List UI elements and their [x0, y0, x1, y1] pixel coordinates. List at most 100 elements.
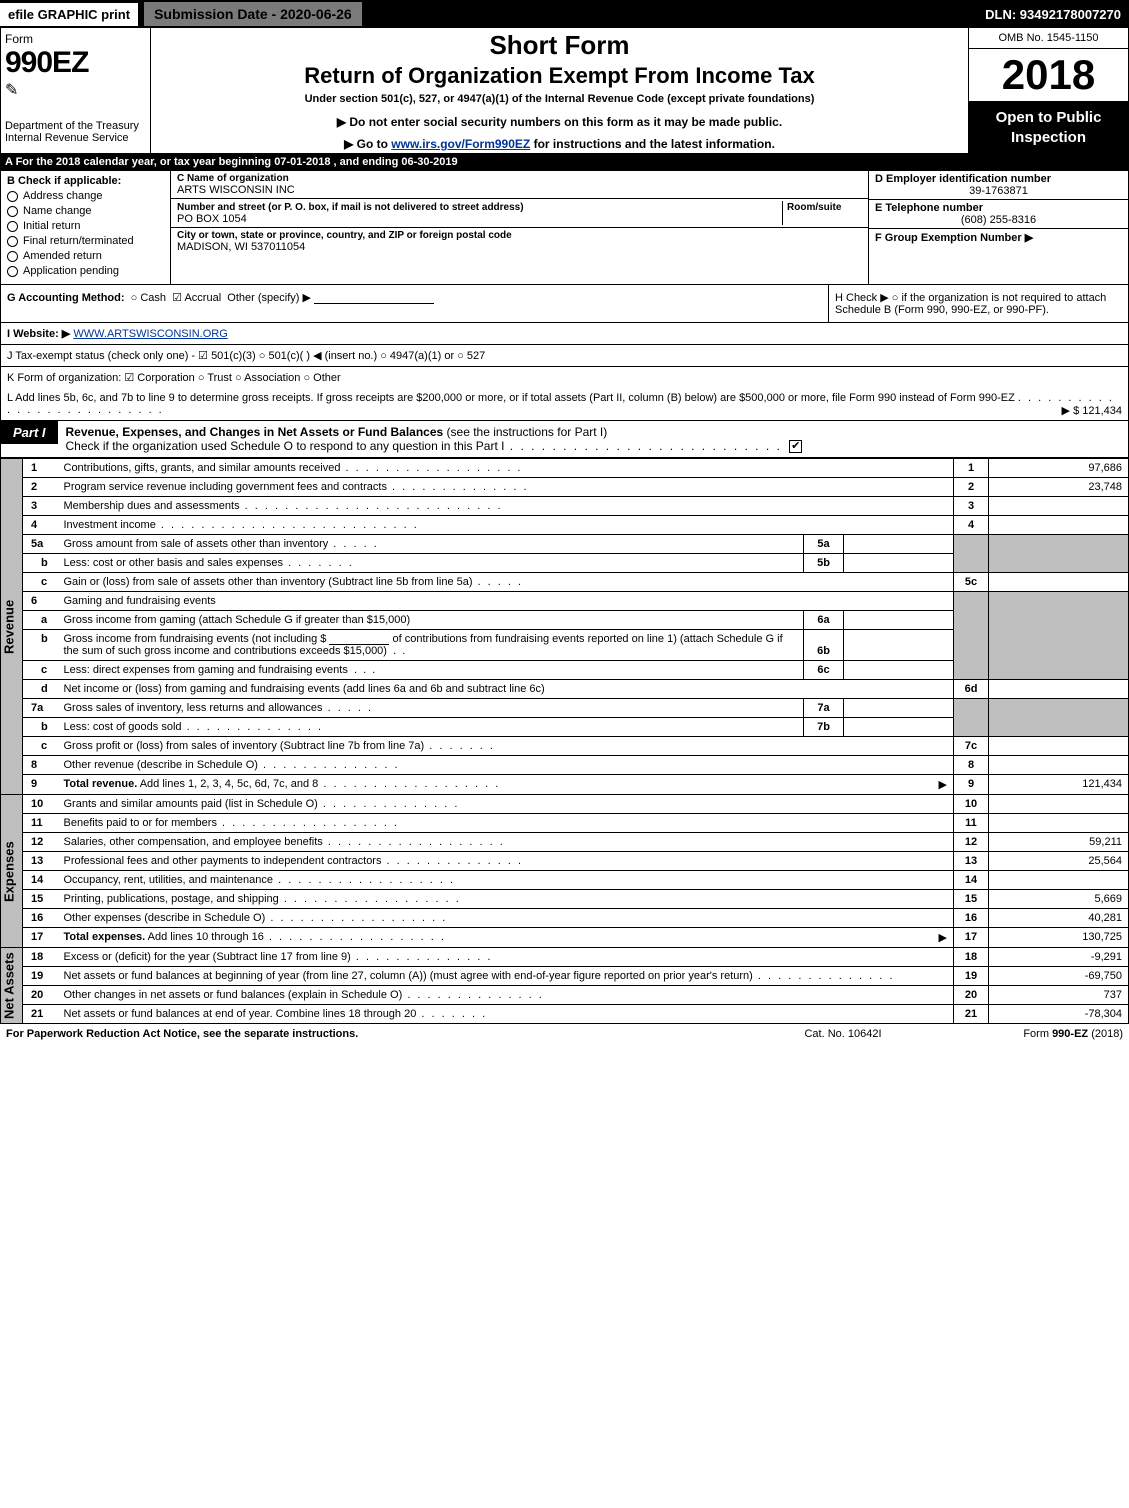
- tax-year: 2018: [969, 49, 1128, 102]
- table-row: 15 Printing, publications, postage, and …: [1, 890, 1129, 909]
- form-number: 990EZ: [5, 46, 146, 80]
- val-3: [989, 497, 1129, 516]
- table-row: 4 Investment income 4: [1, 516, 1129, 535]
- part1-instr: (see the instructions for Part I): [443, 425, 607, 439]
- phone: (608) 255-8316: [875, 214, 1122, 226]
- val-1: 97,686: [989, 459, 1129, 478]
- dln: DLN: 93492178007270: [985, 7, 1129, 22]
- irs: Internal Revenue Service: [5, 132, 146, 144]
- addr-label: Number and street (or P. O. box, if mail…: [177, 202, 524, 213]
- val-10: [989, 795, 1129, 814]
- part1-header: Part I Revenue, Expenses, and Changes in…: [0, 421, 1129, 458]
- under-section: Under section 501(c), 527, or 4947(a)(1)…: [157, 93, 962, 105]
- table-row: 16 Other expenses (describe in Schedule …: [1, 909, 1129, 928]
- website-link[interactable]: WWW.ARTSWISCONSIN.ORG: [73, 328, 227, 340]
- form-header: Form 990EZ ✎ Department of the Treasury …: [0, 28, 1129, 154]
- val-6d: [989, 680, 1129, 699]
- open-public: Open to Public Inspection: [969, 102, 1128, 153]
- irs-link[interactable]: www.irs.gov/Form990EZ: [391, 137, 530, 151]
- val-8: [989, 756, 1129, 775]
- info-block: B Check if applicable: Address change Na…: [0, 171, 1129, 285]
- val-11: [989, 814, 1129, 833]
- c-label: C Name of organization: [177, 173, 862, 184]
- submission-date: Submission Date - 2020-06-26: [144, 2, 362, 26]
- header-center: Short Form Return of Organization Exempt…: [151, 28, 968, 153]
- notice-post: for instructions and the latest informat…: [530, 137, 775, 151]
- section-def: D Employer identification number 39-1763…: [868, 171, 1128, 284]
- val-17: 130,725: [989, 928, 1129, 948]
- table-row: c Gross profit or (loss) from sales of i…: [1, 737, 1129, 756]
- table-row: 14 Occupancy, rent, utilities, and maint…: [1, 871, 1129, 890]
- val-5c: [989, 573, 1129, 592]
- header-left: Form 990EZ ✎ Department of the Treasury …: [1, 28, 151, 153]
- j-tax-status: J Tax-exempt status (check only one) - ☑…: [0, 345, 1129, 367]
- i-website: I Website: ▶ WWW.ARTSWISCONSIN.ORG: [0, 323, 1129, 345]
- efile-print-label[interactable]: efile GRAPHIC print: [0, 3, 138, 26]
- omb-number: OMB No. 1545-1150: [969, 28, 1128, 49]
- check-initial-return[interactable]: Initial return: [7, 220, 164, 232]
- form-label: Form: [5, 32, 146, 46]
- footer-right: Form 990-EZ (2018): [943, 1028, 1123, 1040]
- table-row: 9 Total revenue. Total revenue. Add line…: [1, 775, 1129, 795]
- val-7c: [989, 737, 1129, 756]
- val-13: 25,564: [989, 852, 1129, 871]
- val-18: -9,291: [989, 948, 1129, 967]
- h-check: H Check ▶ ○ if the organization is not r…: [828, 285, 1128, 322]
- l-row: L Add lines 5b, 6c, and 7b to line 9 to …: [0, 388, 1129, 421]
- table-row: 21 Net assets or fund balances at end of…: [1, 1005, 1129, 1024]
- room-label: Room/suite: [787, 202, 841, 213]
- section-c: C Name of organization ARTS WISCONSIN IN…: [171, 171, 868, 284]
- d-label: D Employer identification number: [875, 173, 1122, 185]
- val-2: 23,748: [989, 478, 1129, 497]
- table-row: 8 Other revenue (describe in Schedule O)…: [1, 756, 1129, 775]
- side-revenue: Revenue: [1, 459, 23, 795]
- part1-check-line: Check if the organization used Schedule …: [66, 439, 505, 453]
- table-row: Net Assets 18 Excess or (deficit) for th…: [1, 948, 1129, 967]
- check-final-return[interactable]: Final return/terminated: [7, 235, 164, 247]
- val-4: [989, 516, 1129, 535]
- val-20: 737: [989, 986, 1129, 1005]
- l-amount: ▶ $ 121,434: [1062, 404, 1122, 417]
- short-form-title: Short Form: [157, 30, 962, 61]
- table-row: 3 Membership dues and assessments 3: [1, 497, 1129, 516]
- check-pending[interactable]: Application pending: [7, 265, 164, 277]
- notice-pre: ▶ Go to: [344, 137, 391, 151]
- val-19: -69,750: [989, 967, 1129, 986]
- table-row: 19 Net assets or fund balances at beginn…: [1, 967, 1129, 986]
- schedule-o-check[interactable]: [789, 440, 802, 453]
- section-b: B Check if applicable: Address change Na…: [1, 171, 171, 284]
- check-amended[interactable]: Amended return: [7, 250, 164, 262]
- notice-goto: ▶ Go to www.irs.gov/Form990EZ for instru…: [157, 137, 962, 151]
- table-row: 6 Gaming and fundraising events: [1, 592, 1129, 611]
- table-row: 20 Other changes in net assets or fund b…: [1, 986, 1129, 1005]
- footer-left: For Paperwork Reduction Act Notice, see …: [6, 1028, 743, 1040]
- val-15: 5,669: [989, 890, 1129, 909]
- row-a-taxyear: A For the 2018 calendar year, or tax yea…: [0, 154, 1129, 171]
- city-val: MADISON, WI 537011054: [177, 241, 862, 253]
- table-row: 11 Benefits paid to or for members 11: [1, 814, 1129, 833]
- footer: For Paperwork Reduction Act Notice, see …: [0, 1024, 1129, 1044]
- g-accounting: G Accounting Method: ○ Cash ☑ Accrual Ot…: [7, 291, 822, 304]
- table-row: 17 Total expenses. Add lines 10 through …: [1, 928, 1129, 948]
- ein: 39-1763871: [875, 185, 1122, 197]
- table-row: 13 Professional fees and other payments …: [1, 852, 1129, 871]
- side-expenses: Expenses: [1, 795, 23, 948]
- table-row: Expenses 10 Grants and similar amounts p…: [1, 795, 1129, 814]
- val-21: -78,304: [989, 1005, 1129, 1024]
- check-address-change[interactable]: Address change: [7, 190, 164, 202]
- f-label: F Group Exemption Number ▶: [875, 232, 1033, 244]
- val-12: 59,211: [989, 833, 1129, 852]
- part1-title: Revenue, Expenses, and Changes in Net As…: [66, 425, 444, 439]
- section-b-title: B Check if applicable:: [7, 175, 164, 187]
- val-16: 40,281: [989, 909, 1129, 928]
- part1-label: Part I: [1, 421, 58, 444]
- return-title: Return of Organization Exempt From Incom…: [157, 63, 962, 89]
- notice-ssn: ▶ Do not enter social security numbers o…: [157, 115, 962, 129]
- mid-block: G Accounting Method: ○ Cash ☑ Accrual Ot…: [0, 285, 1129, 323]
- table-row: d Net income or (loss) from gaming and f…: [1, 680, 1129, 699]
- check-name-change[interactable]: Name change: [7, 205, 164, 217]
- table-row: c Gain or (loss) from sale of assets oth…: [1, 573, 1129, 592]
- table-row: 7a Gross sales of inventory, less return…: [1, 699, 1129, 718]
- lines-table: Revenue 1 Contributions, gifts, grants, …: [0, 458, 1129, 1024]
- side-netassets: Net Assets: [1, 948, 23, 1024]
